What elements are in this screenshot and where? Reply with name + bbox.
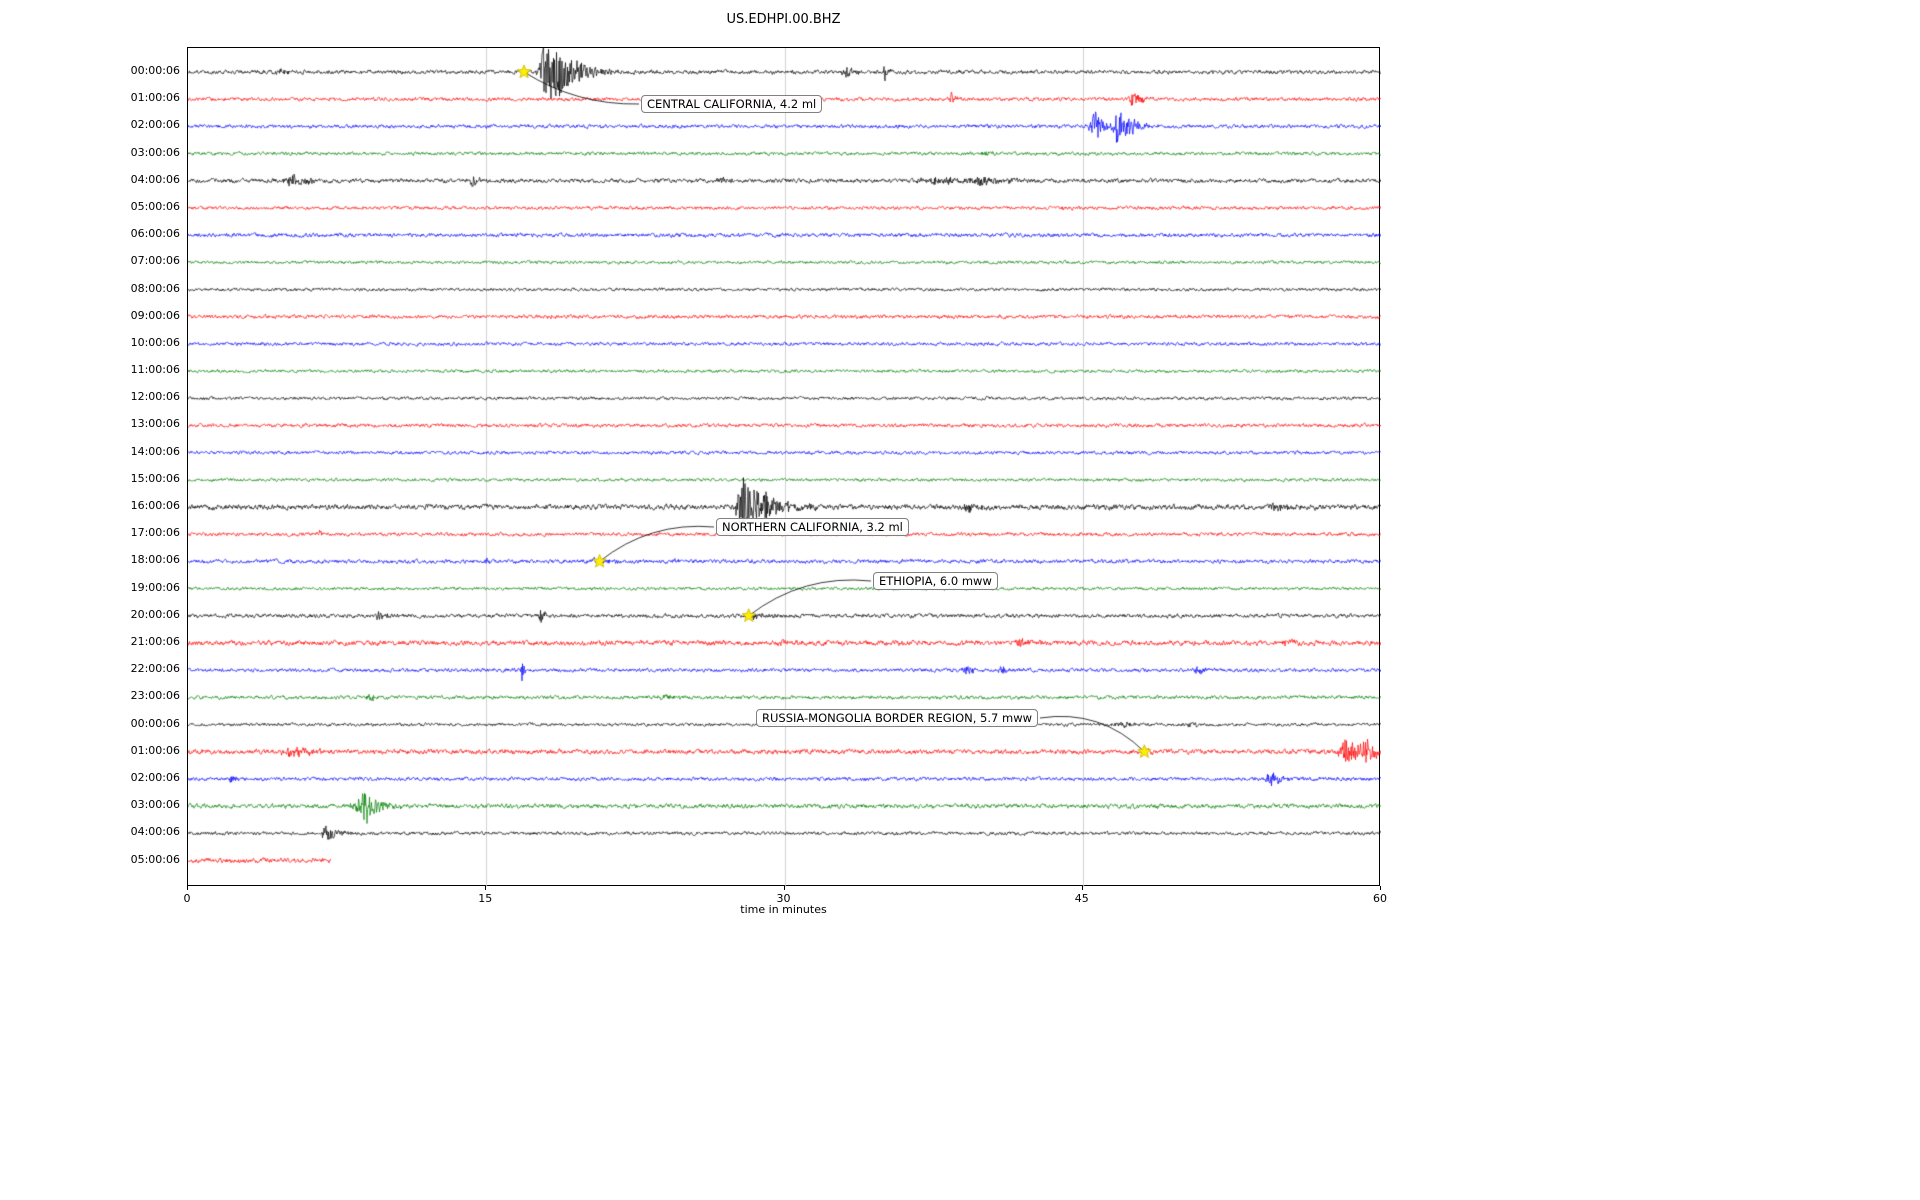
y-tick-label: 05:00:06 bbox=[130, 852, 180, 866]
event-annotations: CENTRAL CALIFORNIA, 4.2 ml NORTHERN CALIF… bbox=[188, 48, 1379, 885]
y-tick-label: 13:00:06 bbox=[130, 417, 180, 431]
y-tick-label: 05:00:06 bbox=[130, 199, 180, 213]
y-tick-label: 09:00:06 bbox=[130, 308, 180, 322]
x-tick-mark bbox=[485, 886, 487, 890]
event-annotation: ETHIOPIA, 6.0 mww bbox=[873, 572, 998, 590]
y-tick-label: 06:00:06 bbox=[130, 227, 180, 241]
y-tick-label: 20:00:06 bbox=[130, 607, 180, 621]
x-tick-mark bbox=[187, 886, 188, 890]
trace-canvas bbox=[188, 48, 1381, 887]
chart-title: US.EDHPI.00.BHZ bbox=[726, 12, 841, 27]
y-tick-label: 18:00:06 bbox=[130, 553, 180, 567]
y-tick-label: 19:00:06 bbox=[130, 580, 180, 594]
y-tick-label: 14:00:06 bbox=[130, 444, 180, 458]
event-annotation: RUSSIA-MONGOLIA BORDER REGION, 5.7 mww bbox=[756, 709, 1039, 727]
x-tick-label: 60 bbox=[1373, 892, 1387, 905]
y-tick-label: 16:00:06 bbox=[130, 499, 180, 513]
y-tick-label: 01:00:06 bbox=[130, 743, 180, 757]
y-tick-label: 10:00:06 bbox=[130, 335, 180, 349]
x-axis-label: time in minutes bbox=[740, 903, 827, 916]
y-tick-label: 04:00:06 bbox=[130, 825, 180, 839]
y-tick-label: 01:00:06 bbox=[130, 91, 180, 105]
y-tick-label: 11:00:06 bbox=[130, 363, 180, 377]
x-tick-mark bbox=[1081, 886, 1083, 890]
x-tick-label: 0 bbox=[183, 892, 191, 905]
event-annotation: NORTHERN CALIFORNIA, 3.2 ml bbox=[716, 518, 909, 536]
y-tick-label: 04:00:06 bbox=[130, 172, 180, 186]
y-tick-label: 02:00:06 bbox=[130, 118, 180, 132]
y-tick-label: 15:00:06 bbox=[130, 471, 180, 485]
x-tick-mark bbox=[783, 886, 785, 890]
y-tick-label: 07:00:06 bbox=[130, 254, 180, 268]
x-tick-label: 30 bbox=[776, 892, 791, 905]
y-tick-label: 23:00:06 bbox=[130, 689, 180, 703]
event-annotation: CENTRAL CALIFORNIA, 4.2 ml bbox=[641, 95, 823, 113]
y-tick-label: 03:00:06 bbox=[130, 145, 180, 159]
y-tick-label: 21:00:06 bbox=[130, 634, 180, 648]
y-tick-label: 12:00:06 bbox=[130, 390, 180, 404]
y-tick-label: 00:00:06 bbox=[130, 716, 180, 730]
y-tick-label: 00:00:06 bbox=[130, 64, 180, 77]
plot-area: CENTRAL CALIFORNIA, 4.2 ml NORTHERN CALIF… bbox=[187, 47, 1381, 887]
y-tick-label: 22:00:06 bbox=[130, 662, 180, 676]
y-tick-label: 02:00:06 bbox=[130, 770, 180, 784]
y-tick-label: 08:00:06 bbox=[130, 281, 180, 295]
y-tick-label: 17:00:06 bbox=[130, 526, 180, 540]
y-tick-label: 03:00:06 bbox=[130, 798, 180, 812]
x-tick-mark bbox=[1380, 886, 1381, 890]
x-tick-label: 15 bbox=[478, 892, 493, 905]
x-tick-label: 45 bbox=[1074, 892, 1089, 905]
